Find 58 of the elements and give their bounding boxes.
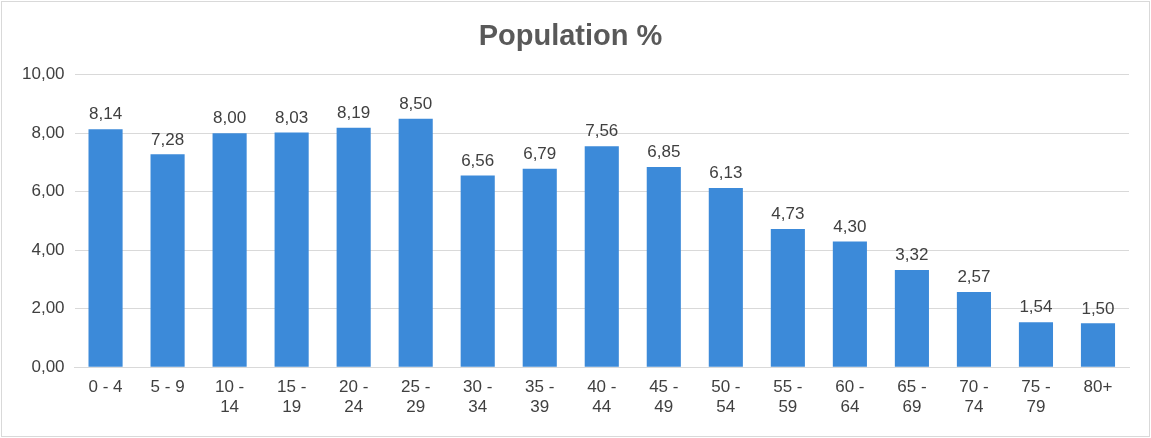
bar: [88, 129, 123, 367]
x-tick-label: 20 - 24: [339, 377, 369, 417]
x-tick-label: 75 - 79: [1021, 377, 1051, 417]
data-label: 4,30: [833, 216, 867, 236]
bar: [1018, 322, 1054, 367]
x-tick-label: 15 - 19: [276, 377, 307, 417]
bar: [274, 132, 309, 367]
x-tick-label: 5 - 9: [150, 377, 185, 397]
data-label: 6,13: [709, 163, 743, 183]
data-label: 1,50: [1081, 298, 1115, 318]
y-tick-label: 6,00: [31, 181, 65, 201]
y-tick-label: 4,00: [31, 239, 65, 259]
bar: [708, 187, 743, 367]
data-label: 2,57: [957, 267, 991, 287]
data-label: 6,85: [647, 142, 681, 162]
bar: [956, 292, 991, 367]
x-tick-label: 10 - 14: [214, 377, 245, 417]
data-label: 4,73: [771, 204, 805, 224]
data-label: 3,32: [895, 245, 929, 265]
data-label: 8,14: [89, 104, 123, 124]
data-label: 1,54: [1019, 297, 1053, 317]
x-tick-label: 70 - 74: [959, 377, 989, 417]
y-tick-label: 2,00: [31, 298, 65, 318]
y-tick-label: 10,00: [21, 64, 65, 84]
data-label: 8,50: [399, 93, 433, 113]
bar: [584, 146, 619, 367]
bar: [336, 127, 371, 367]
x-tick-label: 55 - 59: [773, 377, 803, 417]
x-tick-label: 0 - 4: [88, 377, 123, 397]
bar: [1080, 323, 1116, 367]
x-tick-label: 65 - 69: [897, 377, 927, 417]
x-tick-label: 45 - 49: [649, 377, 679, 417]
bar: [832, 241, 867, 367]
bar: [150, 154, 185, 367]
x-tick-label: 50 - 54: [711, 377, 741, 417]
y-tick-label: 0,00: [31, 356, 65, 376]
bar: [894, 270, 929, 367]
data-label: 8,00: [213, 108, 247, 128]
data-label: 7,56: [585, 121, 619, 141]
data-label: 7,28: [151, 129, 185, 149]
bar: [522, 168, 557, 367]
data-label: 6,79: [523, 143, 557, 163]
x-tick-label: 80+: [1083, 377, 1113, 397]
x-tick-label: 30 - 34: [463, 377, 493, 417]
data-label: 6,56: [461, 150, 495, 170]
x-tick-label: 40 - 44: [587, 377, 617, 417]
bar: [770, 228, 805, 367]
y-tick-label: 8,00: [31, 122, 65, 142]
bar: [398, 118, 433, 367]
bar: [460, 175, 495, 367]
bar: [646, 166, 681, 367]
bar: [212, 133, 247, 367]
data-label: 8,19: [337, 102, 371, 122]
x-tick-label: 35 - 39: [525, 377, 555, 417]
data-label: 8,03: [275, 107, 309, 127]
chart-title: Population %: [478, 19, 663, 52]
x-tick-label: 25 - 29: [401, 377, 431, 417]
x-tick-label: 60 - 64: [835, 377, 865, 417]
